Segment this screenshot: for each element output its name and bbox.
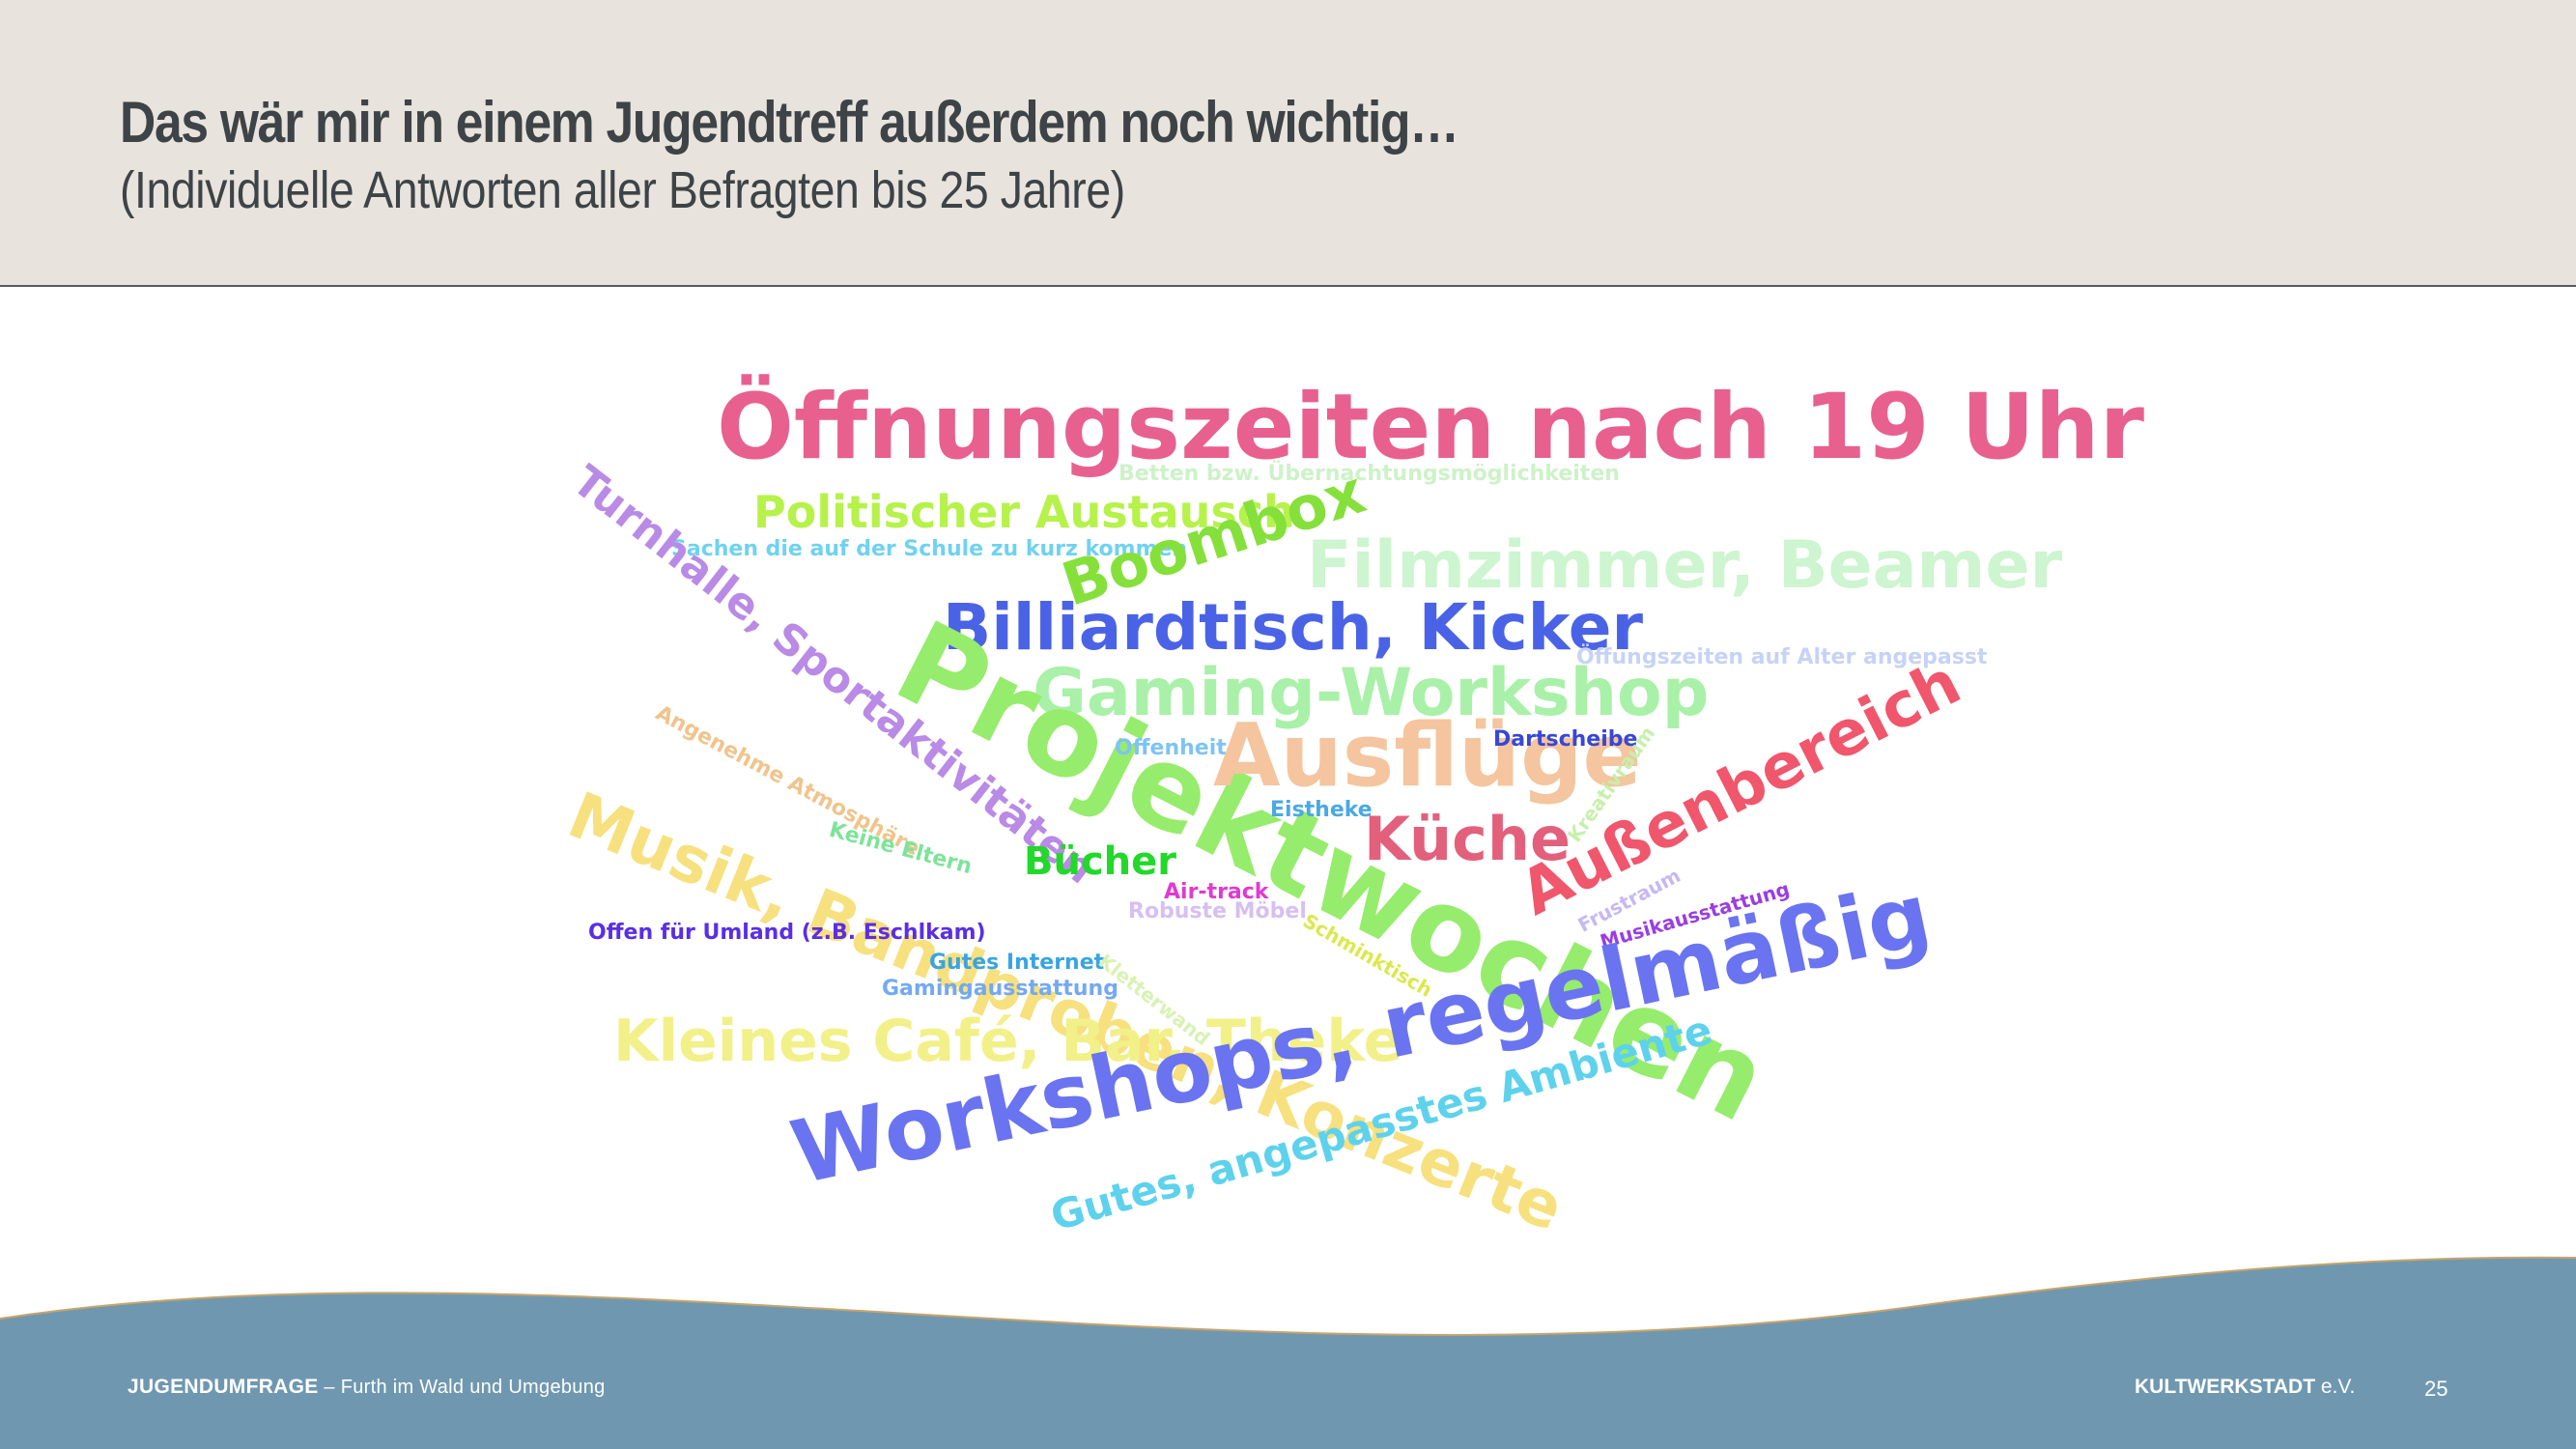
cloud-word: Öffungszeiten auf Alter angepasst xyxy=(1576,645,1988,669)
cloud-word: Öffnungszeiten nach 19 Uhr xyxy=(717,375,2144,480)
footer-survey-label: JUGENDUMFRAGE – Furth im Wald und Umgebu… xyxy=(127,1376,606,1399)
cloud-word: Politischer Austausch xyxy=(753,486,1295,538)
cloud-word: Bücher xyxy=(1024,839,1177,884)
cloud-word: Gutes Internet xyxy=(929,951,1105,975)
cloud-word: Offen für Umland (z.B. Eschlkam) xyxy=(588,921,986,945)
cloud-word: Dartscheibe xyxy=(1493,727,1638,752)
cloud-word: Air-track xyxy=(1164,880,1269,904)
slide-title: Das wär mir in einem Jugendtreff außerde… xyxy=(120,90,1459,155)
footer-location: – Furth im Wald und Umgebung xyxy=(318,1377,606,1398)
footer-organization: KULTWERKSTADT e.V. xyxy=(2135,1376,2355,1399)
cloud-word: Billiardtisch, Kicker xyxy=(943,590,1644,665)
footer-org-name: KULTWERKSTADT xyxy=(2135,1376,2316,1398)
footer-org-suffix: e.V. xyxy=(2315,1376,2356,1398)
cloud-word: Sachen die auf der Schule zu kurz kommen xyxy=(671,537,1188,561)
cloud-word: Gamingausstattung xyxy=(882,977,1118,1001)
cloud-word: Küche xyxy=(1364,804,1571,874)
cloud-word: Gaming-Workshop xyxy=(1033,655,1710,731)
cloud-word: Ausflüge xyxy=(1213,705,1642,807)
cloud-word: Robuste Möbel xyxy=(1128,899,1307,923)
cloud-word: Eistheke xyxy=(1270,798,1373,822)
footer-survey-title: JUGENDUMFRAGE xyxy=(127,1376,319,1398)
cloud-word: Filmzimmer, Beamer xyxy=(1307,527,2063,604)
page-number: 25 xyxy=(2424,1377,2449,1401)
slide-header: Das wär mir in einem Jugendtreff außerde… xyxy=(0,0,2576,287)
slide-subtitle: (Individuelle Antworten aller Befragten … xyxy=(120,161,1125,219)
footer-wave xyxy=(0,1256,2576,1449)
cloud-word: Kleines Café, Bar, Theke xyxy=(613,1008,1403,1075)
cloud-word: Betten bzw. Übernachtungsmöglichkeiten xyxy=(1118,462,1620,486)
cloud-word: Offenheit xyxy=(1115,736,1227,760)
